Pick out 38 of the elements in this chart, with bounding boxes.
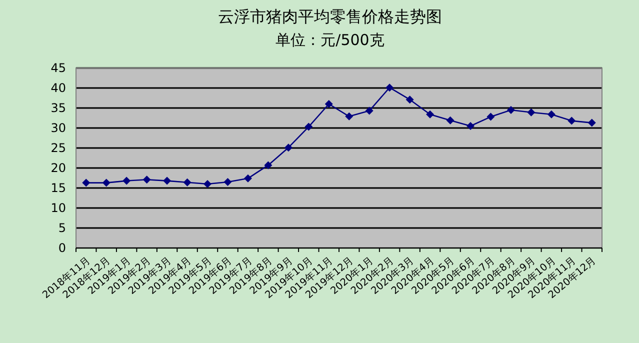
point [406,96,414,104]
point [386,84,394,92]
y-tick-label: 45 [50,61,66,75]
point [506,106,515,114]
point [183,178,192,186]
point [244,174,252,182]
chart-title: 云浮市猪肉平均零售价格走势图 [218,7,442,26]
point [446,116,454,124]
point [568,116,576,125]
y-tick-label: 35 [50,101,66,115]
y-tick-label: 25 [50,141,66,155]
point [204,180,212,188]
y-tick-label: 20 [50,161,66,175]
point [426,110,434,118]
y-tick-label: 0 [58,241,66,255]
point [224,178,232,186]
point [466,122,474,130]
point [527,108,536,116]
point [486,112,495,121]
point [547,110,556,118]
point [82,178,90,187]
point [142,176,151,184]
point [163,176,172,185]
point [264,161,272,170]
y-tick-label: 10 [50,201,66,215]
point [122,176,131,185]
y-tick-label: 5 [58,221,66,235]
y-tick-label: 40 [50,81,66,95]
point [365,106,374,115]
point [324,100,333,108]
point [345,112,354,120]
point [102,178,110,187]
point [304,122,313,131]
chart-subtitle: 单位：元/500克 [276,31,384,49]
y-tick-label: 15 [50,181,66,195]
y-tick-label: 30 [50,121,66,135]
point [284,144,292,152]
point [588,118,596,127]
